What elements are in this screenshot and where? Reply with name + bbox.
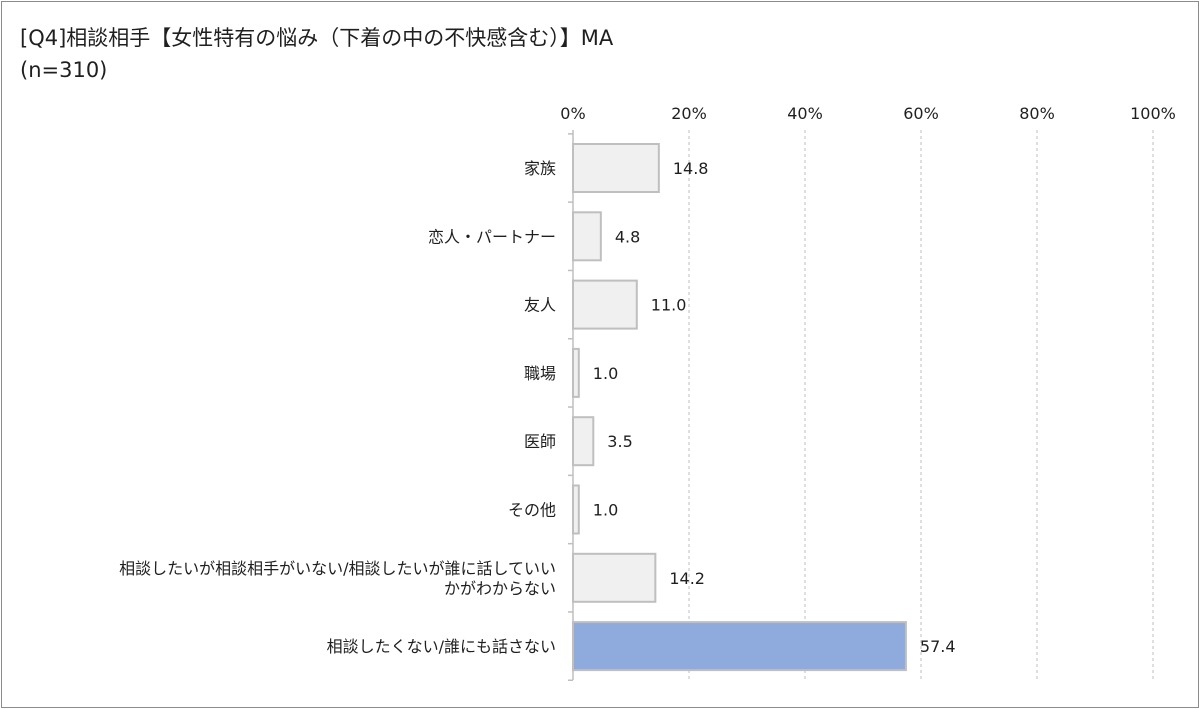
data-label: 4.8 <box>615 227 640 246</box>
x-tick-label: 80% <box>1019 104 1055 123</box>
data-label: 57.4 <box>920 637 956 656</box>
data-label: 11.0 <box>651 296 687 315</box>
category-label: かがわからない <box>444 579 556 598</box>
category-label: 医師 <box>524 432 556 451</box>
data-label: 14.8 <box>673 159 709 178</box>
bar <box>572 211 602 262</box>
category-label: 相談したくない/誰にも話さない <box>327 637 556 656</box>
category-label: 恋人・パートナー <box>428 227 556 246</box>
bar <box>572 279 638 330</box>
category-label: 友人 <box>524 296 556 315</box>
category-label: 職場 <box>524 364 556 383</box>
bar <box>572 416 595 467</box>
bar <box>572 484 580 535</box>
data-label: 3.5 <box>607 432 632 451</box>
bar <box>572 621 907 672</box>
data-label: 1.0 <box>593 501 618 520</box>
category-label: その他 <box>508 501 556 520</box>
category-label: 家族 <box>524 159 556 178</box>
data-label: 14.2 <box>669 569 705 588</box>
bar <box>572 552 657 603</box>
x-tick-label: 40% <box>787 104 823 123</box>
bar <box>572 143 660 193</box>
x-tick-label: 0% <box>560 104 585 123</box>
x-tick-label: 60% <box>903 104 939 123</box>
x-tick-label: 20% <box>671 104 707 123</box>
category-label: 相談したいが相談相手がいない/相談したいが誰に話していい <box>119 559 556 578</box>
chart-subtitle: (n=310) <box>20 58 108 82</box>
chart-title: [Q4]相談相手【女性特有の悩み（下着の中の不快感含む）】MA <box>20 26 614 50</box>
x-tick-label: 100% <box>1130 104 1176 123</box>
bar <box>572 347 580 398</box>
data-label: 1.0 <box>593 364 618 383</box>
